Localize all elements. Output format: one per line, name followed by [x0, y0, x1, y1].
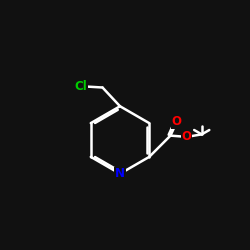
Text: O: O	[182, 130, 192, 143]
Text: O: O	[172, 116, 182, 128]
Text: Cl: Cl	[75, 80, 88, 93]
Text: N: N	[115, 167, 125, 180]
